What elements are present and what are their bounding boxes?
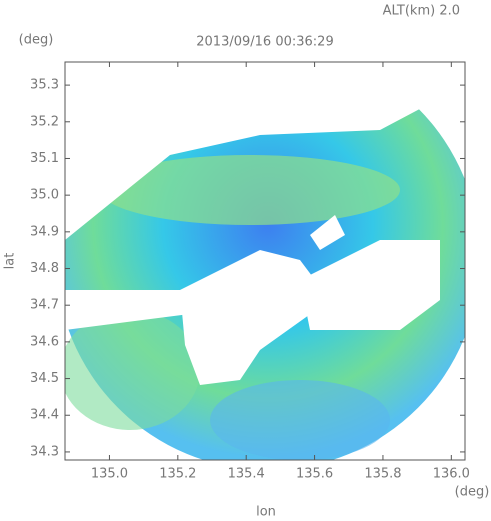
- chart-subtitle: ALT(km) 2.0: [383, 4, 460, 19]
- x-tick-label: 135.0: [91, 467, 128, 482]
- x-tick-label: 135.6: [296, 467, 333, 482]
- y-tick-label: 34.4: [30, 408, 59, 423]
- x-unit: (deg): [455, 485, 490, 500]
- y-tick-label: 35.1: [30, 151, 59, 166]
- radar-field: [65, 62, 465, 460]
- x-tick-label: 135.4: [228, 467, 265, 482]
- x-axis-label: lon: [256, 505, 276, 520]
- y-tick-label: 34.5: [30, 371, 59, 386]
- y-tick-label: 34.3: [30, 444, 59, 459]
- y-tick-label: 34.7: [30, 298, 59, 313]
- y-tick-label: 35.2: [30, 114, 59, 129]
- chart-title: 2013/09/16 00:36:29: [196, 35, 333, 50]
- y-axis-label: lat: [3, 253, 18, 270]
- x-tick-label: 135.2: [159, 467, 196, 482]
- y-unit: (deg): [19, 33, 54, 48]
- y-tick-label: 35.0: [30, 188, 59, 203]
- y-tick-label: 34.9: [30, 224, 59, 239]
- plot-frame: [64, 61, 466, 461]
- y-tick-label: 34.6: [30, 334, 59, 349]
- y-tick-label: 35.3: [30, 78, 59, 93]
- y-tick-label: 34.8: [30, 261, 59, 276]
- x-tick-label: 135.8: [364, 467, 401, 482]
- x-tick-label: 136.0: [433, 467, 470, 482]
